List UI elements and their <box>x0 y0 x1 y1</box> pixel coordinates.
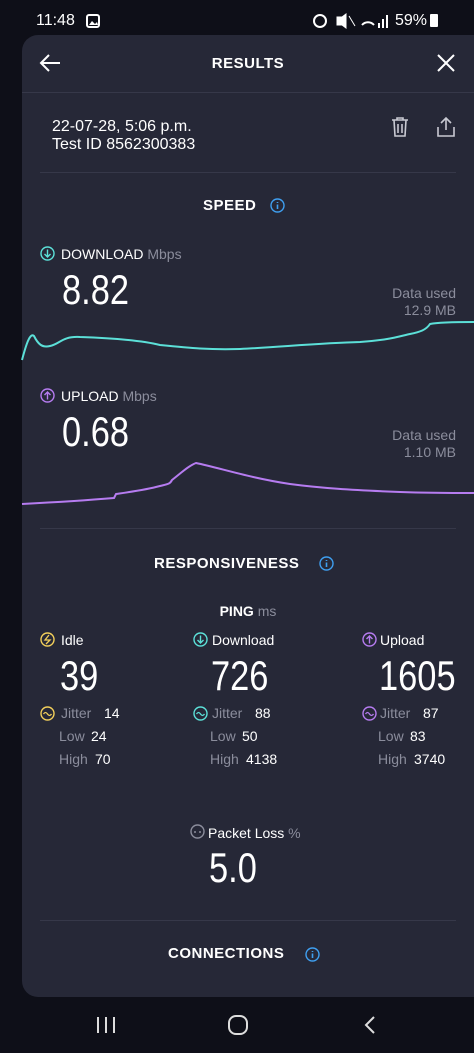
packet-loss-label: Packet Loss <box>208 825 285 841</box>
upload-icon <box>362 632 377 647</box>
ping-column-label: Upload <box>380 632 425 648</box>
responsiveness-title: RESPONSIVENESS <box>154 555 300 572</box>
high-value: 4138 <box>246 751 278 767</box>
divider <box>22 92 474 93</box>
low-value: 50 <box>242 728 258 744</box>
ping-value: 726 <box>211 652 269 699</box>
download-unit: Mbps <box>147 246 182 262</box>
idle-icon <box>40 632 55 647</box>
connections-title: CONNECTIONS <box>168 945 285 962</box>
share-button[interactable] <box>437 116 455 137</box>
low-label: Low <box>59 728 85 744</box>
low-value: 24 <box>91 728 107 744</box>
upload-label: UPLOAD <box>61 388 119 404</box>
low-label: Low <box>210 728 236 744</box>
packet-loss-unit: % <box>288 825 301 841</box>
jitter-label: Jitter <box>380 705 411 721</box>
download-icon <box>193 632 208 647</box>
packet-loss-icon <box>190 824 205 839</box>
nav-bar <box>0 997 474 1053</box>
jitter-icon <box>40 706 55 721</box>
divider <box>40 920 456 921</box>
recents-button[interactable] <box>96 1016 116 1034</box>
test-date: 22-07-28, 5:06 p.m. <box>52 118 192 135</box>
gallery-icon <box>86 14 100 28</box>
data-used-label: Data used <box>392 427 456 443</box>
low-value: 83 <box>410 728 426 744</box>
jitter-icon <box>362 706 377 721</box>
ping-label: PING <box>219 603 254 619</box>
info-button[interactable] <box>319 556 334 571</box>
download-data-used: 12.9 MB <box>403 302 456 318</box>
test-id: Test ID 8562300383 <box>52 136 196 153</box>
delete-button[interactable] <box>391 117 409 137</box>
upload-data-used: 1.10 MB <box>403 444 456 460</box>
close-button[interactable] <box>436 53 456 73</box>
jitter-icon <box>193 706 208 721</box>
back-nav-button[interactable] <box>364 1016 376 1034</box>
battery-icon <box>430 14 438 27</box>
status-icons <box>313 13 388 29</box>
ping-column-label: Idle <box>61 632 84 648</box>
back-button[interactable] <box>38 53 62 73</box>
upload-speed: 0.68 <box>62 408 130 455</box>
header-title: RESULTS <box>211 55 285 72</box>
divider <box>40 172 456 173</box>
jitter-value: 87 <box>423 705 439 721</box>
ping-value: 1605 <box>379 652 456 699</box>
jitter-value: 88 <box>255 705 271 721</box>
low-label: Low <box>378 728 404 744</box>
jitter-value: 14 <box>104 705 120 721</box>
speed-title: SPEED <box>203 197 257 214</box>
info-button[interactable] <box>305 947 320 962</box>
high-value: 3740 <box>414 751 446 767</box>
packet-loss-value: 5.0 <box>209 844 257 891</box>
download-icon <box>40 246 55 261</box>
status-time: 11:48 <box>36 12 75 29</box>
high-value: 70 <box>95 751 111 767</box>
download-speed: 8.82 <box>62 266 130 313</box>
info-button[interactable] <box>270 198 285 213</box>
divider <box>40 528 456 529</box>
download-label: DOWNLOAD <box>61 246 144 262</box>
high-label: High <box>378 751 407 767</box>
results-card <box>22 35 474 997</box>
upload-unit: Mbps <box>122 388 157 404</box>
jitter-label: Jitter <box>61 705 92 721</box>
upload-icon <box>40 388 55 403</box>
high-label: High <box>210 751 239 767</box>
ping-value: 39 <box>60 652 99 699</box>
jitter-label: Jitter <box>212 705 243 721</box>
battery-level: 59% <box>395 12 428 29</box>
high-label: High <box>59 751 88 767</box>
ping-unit: ms <box>257 603 277 619</box>
home-button[interactable] <box>228 1015 248 1035</box>
ping-column-label: Download <box>212 632 275 648</box>
data-used-label: Data used <box>392 285 456 301</box>
